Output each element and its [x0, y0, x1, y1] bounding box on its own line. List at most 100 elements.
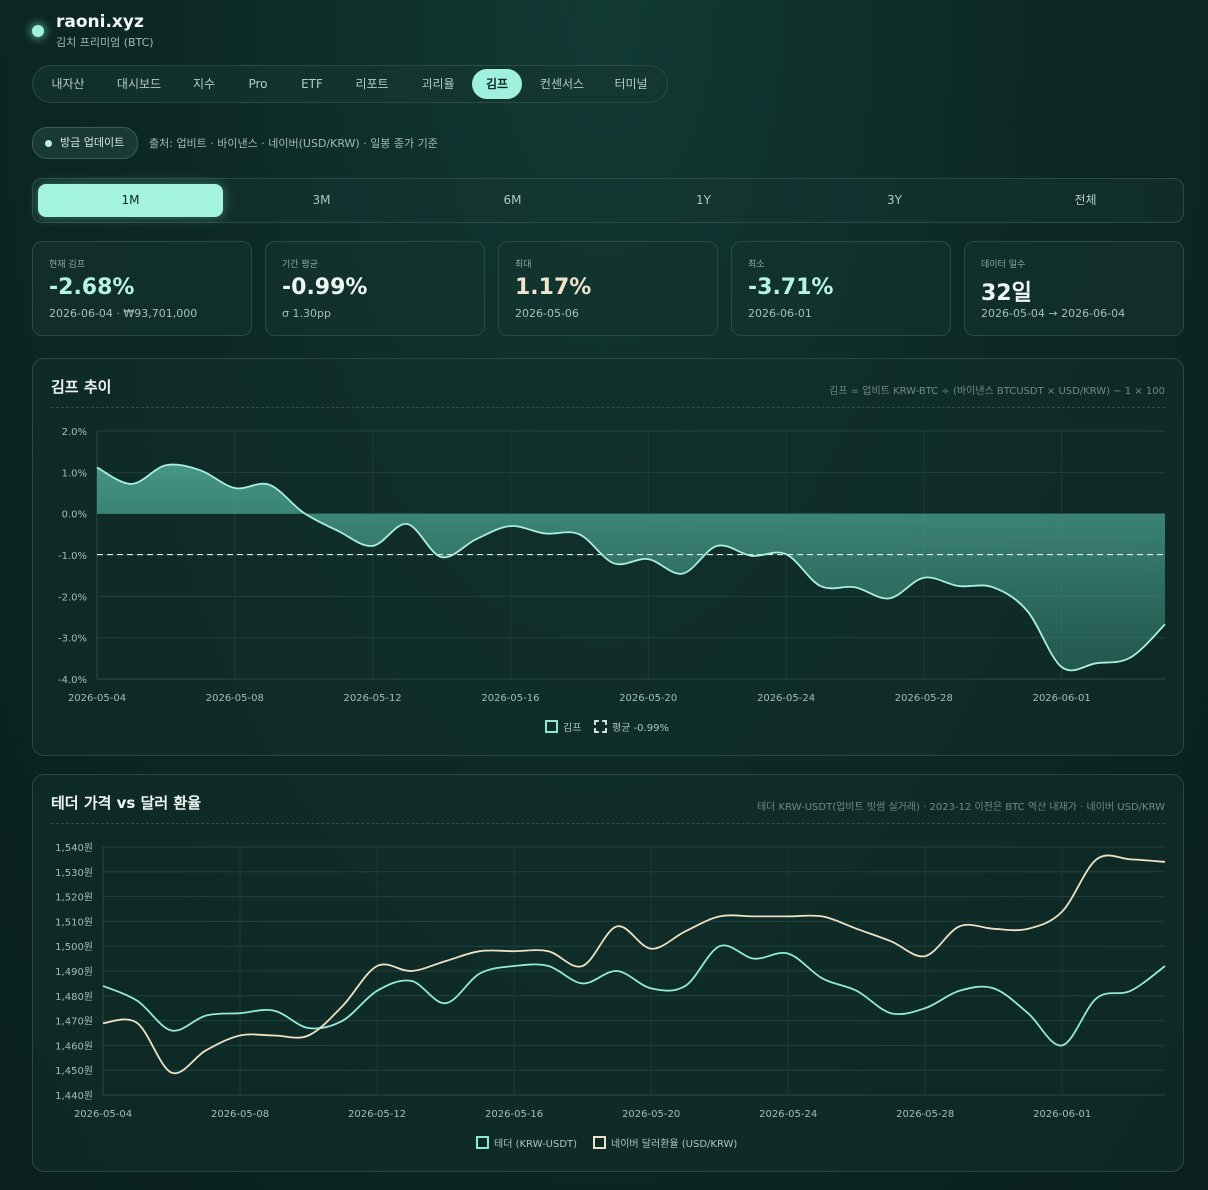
stat-label: 최소	[748, 260, 765, 270]
x-tick-label: 2026-05-20	[619, 693, 677, 704]
period-selector: 1M 3M 6M 1Y 3Y 전체	[32, 178, 1184, 223]
y-tick-label: 1,490원	[55, 966, 93, 978]
x-tick-label: 2026-05-28	[896, 1109, 954, 1120]
y-tick-label: 1.0%	[62, 468, 87, 479]
main-nav: 내자산 대시보드 지수 Pro ETF 리포트 괴리율 김프 컨센서스 터미널	[32, 65, 668, 103]
legend-dashed-swatch-icon	[594, 720, 607, 733]
stat-label: 데이터 일수	[981, 260, 1026, 270]
stat-card-average: 기간 평균 -0.99% σ 1.30pp	[265, 241, 485, 336]
x-tick-label: 2026-05-08	[206, 693, 264, 704]
period-3y[interactable]: 3Y	[887, 193, 902, 207]
kimp-chart: 2.0% 1.0% 0.0% -1.0% -2.0% -3.0% -4.0% 2026-05…	[58, 427, 1166, 704]
legend-swatch-icon	[593, 1136, 606, 1149]
legend-label: 네이버 달러환율 (USD/KRW)	[611, 1139, 738, 1150]
stat-sub: 2026-05-06	[515, 307, 579, 320]
y-tick-label: -4.0%	[58, 675, 87, 686]
nav-item-assets[interactable]: 내자산	[51, 77, 85, 91]
stat-value: -2.68%	[49, 275, 135, 300]
divider	[51, 823, 1165, 824]
x-tick-label: 2026-05-12	[344, 693, 402, 704]
legend-label: 김프	[563, 723, 582, 734]
x-tick-label: 2026-05-08	[211, 1109, 269, 1120]
stat-card-current: 현재 김프 -2.68% 2026-06-04 · ₩93,701,000	[32, 241, 252, 336]
period-6m[interactable]: 6M	[503, 193, 522, 207]
usdt-series-line	[102, 944, 1166, 1047]
x-tick-label: 2026-05-24	[757, 693, 815, 704]
stat-value: -3.71%	[748, 275, 834, 300]
stat-label: 현재 김프	[49, 260, 85, 270]
chart-note: 테더 KRW-USDT(업비트 빗썸 실거래) · 2023-12 이전은 BT…	[756, 802, 1165, 813]
status-dot-icon	[32, 25, 44, 37]
legend-swatch-icon	[545, 720, 558, 733]
stat-sub: σ 1.30pp	[282, 307, 331, 320]
stat-card-max: 최대 1.17% 2026-05-06	[498, 241, 718, 336]
y-tick-label: 2.0%	[62, 427, 87, 438]
x-tick-label: 2026-06-01	[1033, 693, 1091, 704]
x-tick-label: 2026-05-28	[895, 693, 953, 704]
chart-title: 김프 추이	[51, 378, 112, 396]
y-tick-label: -3.0%	[58, 634, 87, 645]
kimp-chart-panel: 김프 추이 김프 = 업비트 KRW-BTC ÷ (바이낸스 BTCUSDT ×…	[32, 358, 1184, 756]
y-tick-label: 1,530원	[55, 867, 93, 879]
y-tick-label: 1,500원	[55, 941, 93, 953]
stat-sub: 2026-06-01	[748, 307, 812, 320]
stat-sub: 2026-06-04 · ₩93,701,000	[49, 307, 198, 320]
update-button[interactable]: 방금 업데이트	[32, 127, 138, 159]
kimp-area	[97, 464, 1165, 671]
legend-label: 평균 -0.99%	[612, 723, 669, 734]
x-tick-label: 2026-05-04	[74, 1109, 132, 1120]
x-tick-label: 2026-05-16	[481, 693, 539, 704]
update-button-label: 방금 업데이트	[60, 136, 125, 149]
stat-value: -0.99%	[282, 275, 368, 300]
y-tick-label: 1,460원	[55, 1040, 93, 1052]
legend-fx[interactable]: 네이버 달러환율 (USD/KRW)	[593, 1135, 737, 1150]
y-tick-label: 1,520원	[55, 892, 93, 904]
nav-item-report[interactable]: 리포트	[355, 77, 389, 91]
live-dot-icon	[45, 140, 52, 147]
legend-kimp[interactable]: 김프	[545, 719, 581, 734]
y-tick-label: 1,480원	[55, 991, 93, 1003]
kimp-series-line	[96, 463, 1166, 672]
legend-usdt[interactable]: 테더 (KRW-USDT)	[476, 1135, 577, 1150]
x-tick-label: 2026-05-24	[759, 1109, 817, 1120]
site-name[interactable]: raoni.xyz	[56, 12, 144, 32]
nav-item-consensus[interactable]: 컨센서스	[539, 77, 585, 91]
nav-item-index[interactable]: 지수	[192, 77, 216, 91]
chart-title: 테더 가격 vs 달러 환율	[51, 794, 201, 812]
nav-item-gap[interactable]: 괴리율	[421, 77, 455, 91]
data-source-text: 출처: 업비트 · 바이낸스 · 네이버(USD/KRW) · 일봉 종가 기준	[149, 137, 438, 150]
stat-card-days: 데이터 일수 32일 2026-05-04 → 2026-06-04	[964, 241, 1184, 336]
stat-label: 기간 평균	[282, 260, 318, 270]
stat-card-min: 최소 -3.71% 2026-06-01	[731, 241, 951, 336]
y-tick-label: 1,440원	[55, 1090, 93, 1102]
legend-label: 테더 (KRW-USDT)	[494, 1139, 578, 1150]
stat-label: 최대	[515, 260, 532, 270]
chart-formula: 김프 = 업비트 KRW-BTC ÷ (바이낸스 BTCUSDT × USD/K…	[829, 386, 1165, 397]
period-1m[interactable]: 1M	[38, 184, 223, 217]
y-tick-label: 1,470원	[55, 1016, 93, 1028]
usdt-fx-chart-panel: 테더 가격 vs 달러 환율 테더 KRW-USDT(업비트 빗썸 실거래) ·…	[32, 774, 1184, 1172]
y-tick-label: -1.0%	[58, 551, 87, 562]
stat-sub: 2026-05-04 → 2026-06-04	[981, 307, 1126, 320]
period-3m[interactable]: 3M	[312, 193, 331, 207]
stat-value: 32일	[981, 281, 1032, 306]
site-subtitle: 김치 프리미엄 (BTC)	[56, 36, 154, 49]
y-tick-label: 1,510원	[55, 916, 93, 928]
period-all[interactable]: 전체	[1074, 193, 1097, 207]
y-tick-label: 1,540원	[55, 842, 93, 854]
nav-item-terminal[interactable]: 터미널	[614, 77, 648, 91]
divider	[51, 407, 1165, 408]
x-tick-label: 2026-05-16	[485, 1109, 543, 1120]
y-tick-label: 0.0%	[62, 510, 87, 521]
period-1y[interactable]: 1Y	[696, 193, 711, 207]
legend-swatch-icon	[476, 1136, 489, 1149]
usdt-fx-chart: 1,540원 1,530원 1,520원 1,510원 1,500원 1,490원 1,48…	[55, 842, 1166, 1120]
y-tick-label: 1,450원	[55, 1065, 93, 1077]
nav-item-pro[interactable]: Pro	[248, 77, 268, 91]
fx-series-line	[102, 854, 1166, 1075]
nav-item-dashboard[interactable]: 대시보드	[116, 77, 162, 91]
nav-item-etf[interactable]: ETF	[301, 77, 323, 91]
stat-value: 1.17%	[515, 275, 592, 300]
nav-item-kimp[interactable]: 김프	[472, 69, 522, 99]
legend-average[interactable]: 평균 -0.99%	[594, 719, 669, 734]
